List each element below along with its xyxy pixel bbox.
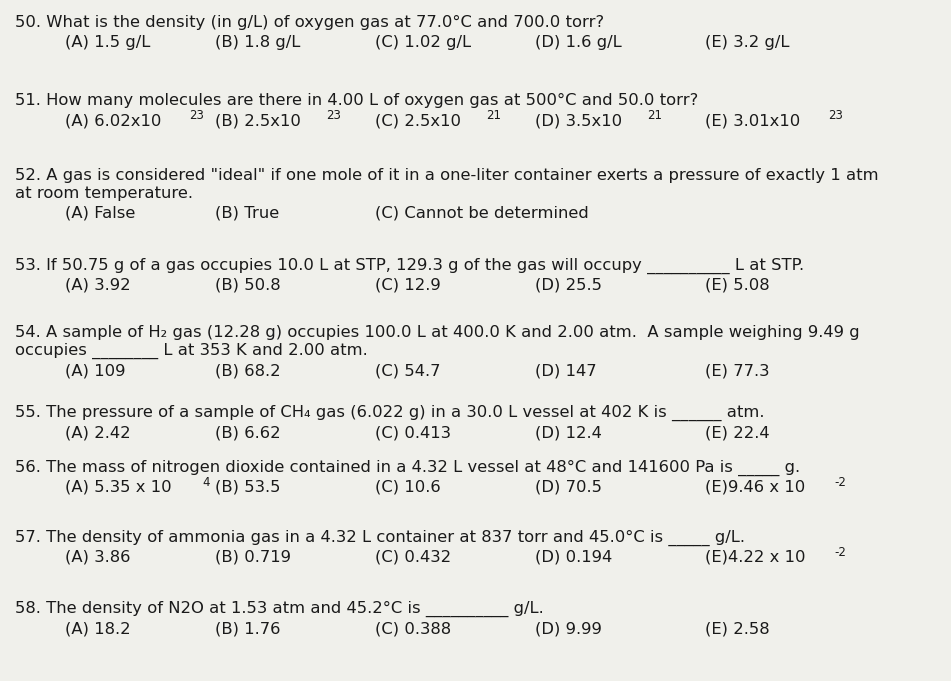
Text: 52. A gas is considered "ideal" if one mole of it in a one-liter container exert: 52. A gas is considered "ideal" if one m…	[15, 168, 879, 183]
Text: (C) 0.432: (C) 0.432	[375, 550, 451, 565]
Text: 51. How many molecules are there in 4.00 L of oxygen gas at 500°C and 50.0 torr?: 51. How many molecules are there in 4.00…	[15, 93, 698, 108]
Text: (A) 5.35 x 10: (A) 5.35 x 10	[65, 480, 171, 495]
Text: 23: 23	[189, 109, 204, 122]
Text: (B) 50.8: (B) 50.8	[215, 278, 281, 293]
Text: 54. A sample of H₂ gas (12.28 g) occupies 100.0 L at 400.0 K and 2.00 atm.  A sa: 54. A sample of H₂ gas (12.28 g) occupie…	[15, 325, 860, 340]
Text: occupies ________ L at 353 K and 2.00 atm.: occupies ________ L at 353 K and 2.00 at…	[15, 343, 368, 359]
Text: at room temperature.: at room temperature.	[15, 186, 193, 201]
Text: (A) 109: (A) 109	[65, 363, 126, 378]
Text: 53. If 50.75 g of a gas occupies 10.0 L at STP, 129.3 g of the gas will occupy _: 53. If 50.75 g of a gas occupies 10.0 L …	[15, 258, 805, 274]
Text: (C) 12.9: (C) 12.9	[375, 278, 440, 293]
Text: (B) 1.76: (B) 1.76	[215, 621, 281, 636]
Text: (C) 0.413: (C) 0.413	[375, 425, 451, 440]
Text: 4: 4	[203, 476, 210, 489]
Text: (B) 2.5x10: (B) 2.5x10	[215, 113, 301, 128]
Text: 56. The mass of nitrogen dioxide contained in a 4.32 L vessel at 48°C and 141600: 56. The mass of nitrogen dioxide contain…	[15, 460, 800, 476]
Text: (E) 3.2 g/L: (E) 3.2 g/L	[705, 35, 789, 50]
Text: (E) 77.3: (E) 77.3	[705, 363, 769, 378]
Text: 21: 21	[648, 109, 663, 122]
Text: (E) 22.4: (E) 22.4	[705, 425, 769, 440]
Text: (A) False: (A) False	[65, 206, 135, 221]
Text: (B) 53.5: (B) 53.5	[215, 480, 281, 495]
Text: (A) 6.02x10: (A) 6.02x10	[65, 113, 162, 128]
Text: (D) 0.194: (D) 0.194	[535, 550, 612, 565]
Text: (B) 1.8 g/L: (B) 1.8 g/L	[215, 35, 301, 50]
Text: -2: -2	[834, 476, 846, 489]
Text: (D) 70.5: (D) 70.5	[535, 480, 602, 495]
Text: (C) 0.388: (C) 0.388	[375, 621, 451, 636]
Text: (A) 3.92: (A) 3.92	[65, 278, 130, 293]
Text: -2: -2	[835, 546, 846, 559]
Text: (A) 18.2: (A) 18.2	[65, 621, 130, 636]
Text: (E) 3.01x10: (E) 3.01x10	[705, 113, 800, 128]
Text: (B) True: (B) True	[215, 206, 280, 221]
Text: (C) Cannot be determined: (C) Cannot be determined	[375, 206, 589, 221]
Text: (D) 147: (D) 147	[535, 363, 596, 378]
Text: (A) 3.86: (A) 3.86	[65, 550, 130, 565]
Text: 21: 21	[486, 109, 501, 122]
Text: (B) 6.62: (B) 6.62	[215, 425, 281, 440]
Text: 23: 23	[828, 109, 843, 122]
Text: 55. The pressure of a sample of CH₄ gas (6.022 g) in a 30.0 L vessel at 402 K is: 55. The pressure of a sample of CH₄ gas …	[15, 405, 765, 422]
Text: (E) 2.58: (E) 2.58	[705, 621, 769, 636]
Text: (A) 2.42: (A) 2.42	[65, 425, 130, 440]
Text: (E) 5.08: (E) 5.08	[705, 278, 769, 293]
Text: 58. The density of N2O at 1.53 atm and 45.2°C is __________ g/L.: 58. The density of N2O at 1.53 atm and 4…	[15, 601, 544, 617]
Text: 57. The density of ammonia gas in a 4.32 L container at 837 torr and 45.0°C is _: 57. The density of ammonia gas in a 4.32…	[15, 530, 745, 546]
Text: (B) 0.719: (B) 0.719	[215, 550, 291, 565]
Text: (C) 10.6: (C) 10.6	[375, 480, 440, 495]
Text: (D) 1.6 g/L: (D) 1.6 g/L	[535, 35, 622, 50]
Text: (C) 54.7: (C) 54.7	[375, 363, 440, 378]
Text: (D) 25.5: (D) 25.5	[535, 278, 602, 293]
Text: 23: 23	[326, 109, 340, 122]
Text: (C) 2.5x10: (C) 2.5x10	[375, 113, 461, 128]
Text: (D) 9.99: (D) 9.99	[535, 621, 602, 636]
Text: (E)9.46 x 10: (E)9.46 x 10	[705, 480, 805, 495]
Text: 50. What is the density (in g/L) of oxygen gas at 77.0°C and 700.0 torr?: 50. What is the density (in g/L) of oxyg…	[15, 15, 604, 30]
Text: (D) 12.4: (D) 12.4	[535, 425, 602, 440]
Text: (E)4.22 x 10: (E)4.22 x 10	[705, 550, 805, 565]
Text: (B) 68.2: (B) 68.2	[215, 363, 281, 378]
Text: (A) 1.5 g/L: (A) 1.5 g/L	[65, 35, 150, 50]
Text: (D) 3.5x10: (D) 3.5x10	[535, 113, 622, 128]
Text: (C) 1.02 g/L: (C) 1.02 g/L	[375, 35, 471, 50]
